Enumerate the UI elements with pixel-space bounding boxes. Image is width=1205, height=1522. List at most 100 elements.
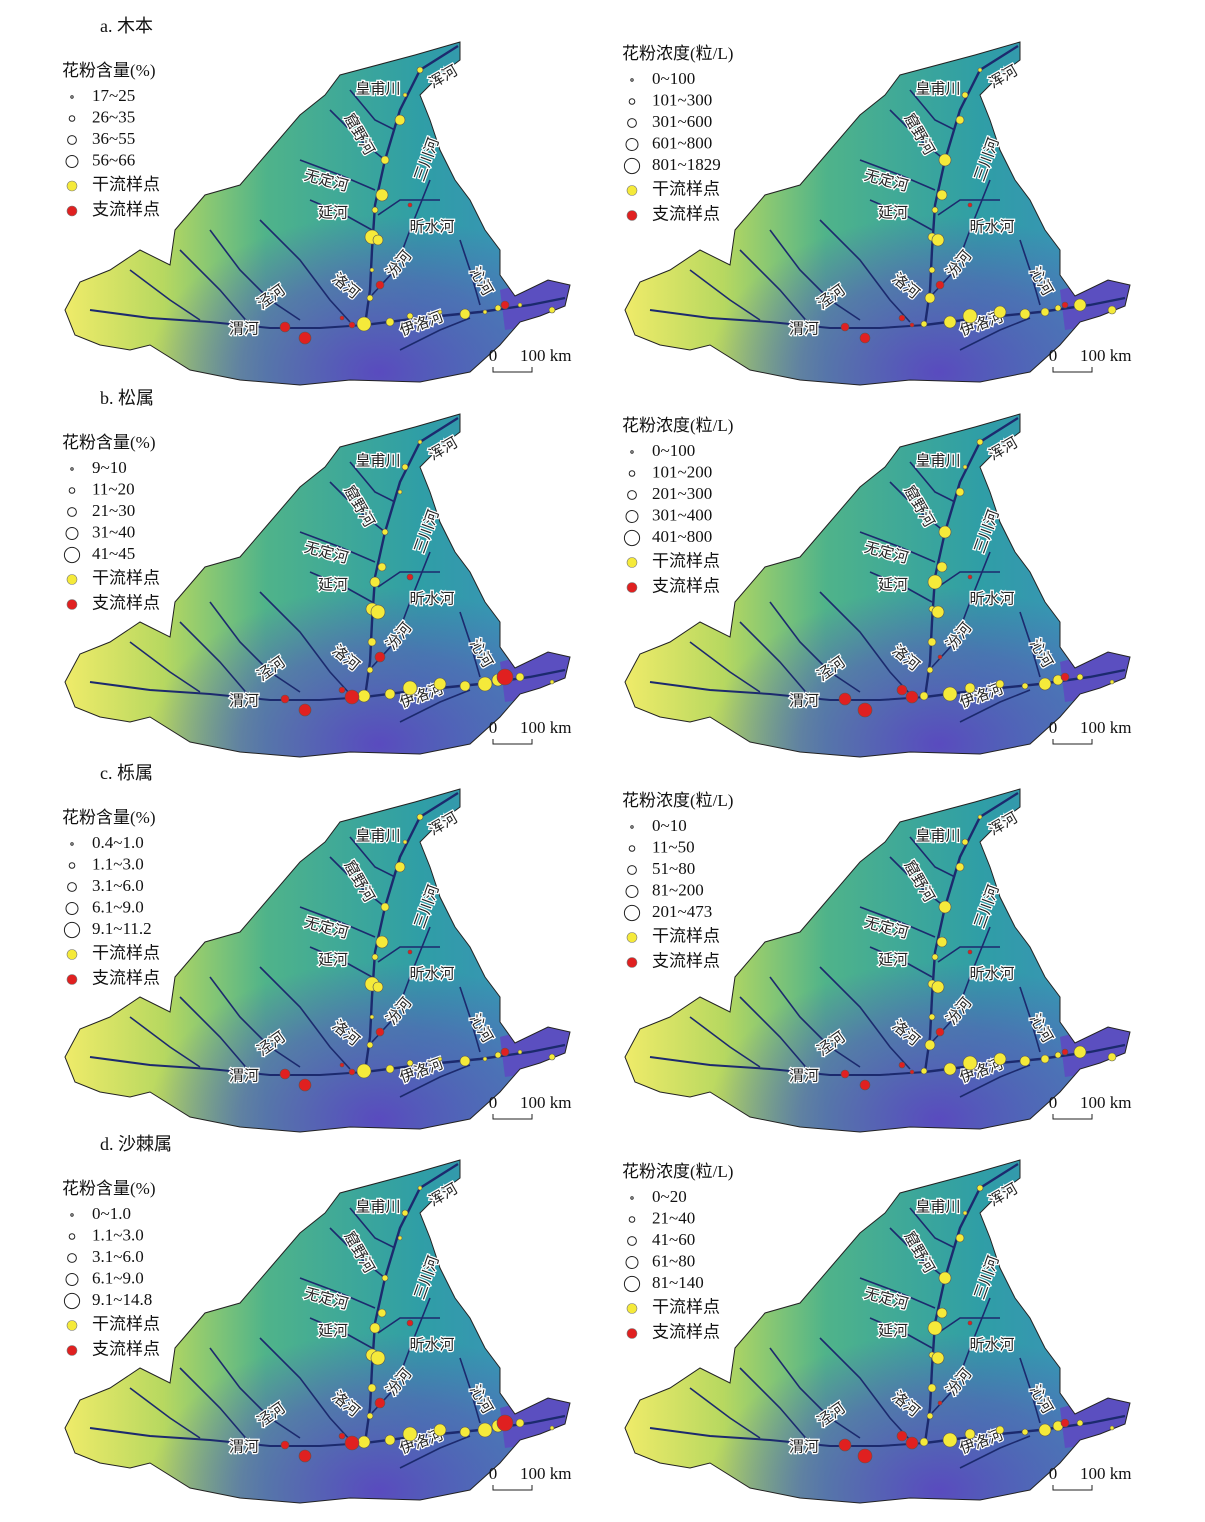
main-sample: [402, 92, 408, 98]
river-label: 昕水河: [409, 590, 454, 607]
main-sample: [437, 1056, 443, 1062]
tributary-sample: [348, 1068, 356, 1076]
legend-size-symbol: [623, 529, 641, 547]
legend-class-label: 401~800: [652, 527, 712, 546]
main-sample: [936, 561, 948, 573]
legend-tributary-symbol: [626, 1328, 638, 1339]
main-sample: [377, 1308, 387, 1318]
tributary-sample: [375, 1027, 385, 1037]
main-sample: [366, 294, 374, 302]
tributary-sample: [898, 314, 906, 322]
scale-zero: 0: [1049, 1464, 1058, 1483]
legend-class-label: 41~45: [92, 544, 135, 563]
main-sample: [938, 900, 952, 914]
legend-size-symbol: [63, 921, 81, 939]
legend-title: 花粉浓度(粒/L): [622, 791, 733, 810]
main-sample: [995, 1425, 1005, 1435]
main-sample: [936, 189, 948, 201]
tributary-sample: [909, 322, 915, 328]
main-sample: [962, 1210, 968, 1216]
main-sample: [1073, 1045, 1087, 1059]
legend-class-label: 6.1~9.0: [92, 897, 144, 916]
legend-tributary-label: 支流样点: [652, 576, 720, 595]
legend-size-symbol: [68, 862, 76, 869]
scale-bar: [492, 1114, 533, 1120]
river-label: 昕水河: [409, 1336, 454, 1353]
legend-size-symbol: [627, 490, 637, 500]
main-sample: [402, 680, 418, 696]
scale-label: 100 km: [1080, 1464, 1131, 1483]
scale-zero: 0: [1049, 1093, 1058, 1112]
main-sample: [1109, 1425, 1115, 1431]
main-sample: [369, 1014, 375, 1020]
legend-tributary-symbol: [626, 582, 638, 593]
main-sample: [938, 153, 952, 167]
tributary-sample: [298, 703, 312, 717]
legend-class-label: 0~100: [652, 69, 695, 88]
legend-size-symbol: [63, 1292, 81, 1310]
main-sample: [931, 233, 945, 247]
legend-class-label: 3.1~6.0: [92, 1247, 144, 1266]
river-label: 昕水河: [969, 1336, 1014, 1353]
section-title: a. 木本: [100, 16, 153, 36]
main-sample: [976, 438, 984, 446]
legend-main-symbol: [626, 185, 638, 196]
legend-tributary-label: 支流样点: [92, 593, 160, 612]
legend-size-symbol: [625, 138, 639, 151]
river-label: 渭河: [229, 692, 259, 709]
main-sample: [402, 839, 408, 845]
main-sample: [1076, 1419, 1084, 1427]
main-sample: [370, 1350, 386, 1366]
section-title: d. 沙棘属: [100, 1134, 172, 1154]
scale-zero: 0: [489, 346, 498, 365]
legend-size-symbol: [68, 1233, 76, 1240]
legend-size-symbol: [68, 487, 76, 494]
scale-label: 100 km: [520, 346, 571, 365]
main-sample: [1076, 673, 1084, 681]
legend-size-symbol: [70, 467, 74, 471]
tributary-sample: [280, 1440, 290, 1450]
main-sample: [976, 1184, 984, 1192]
scale-bar: [492, 739, 533, 745]
main-sample: [357, 1435, 371, 1449]
main-sample: [962, 464, 968, 470]
main-sample: [370, 604, 386, 620]
tributary-sample: [857, 702, 873, 718]
tributary-sample: [859, 1079, 871, 1091]
main-sample: [372, 234, 384, 246]
main-sample: [549, 1425, 555, 1431]
legend-title: 花粉浓度(粒/L): [622, 1162, 733, 1181]
tributary-sample: [374, 1397, 386, 1409]
main-sample: [931, 605, 945, 619]
scale-bar: [1052, 739, 1093, 745]
legend-size-symbol: [630, 825, 634, 829]
tributary-sample: [905, 1436, 919, 1450]
legend-class-label: 301~600: [652, 112, 712, 131]
main-sample: [416, 813, 424, 821]
legend-class-label: 81~140: [652, 1273, 704, 1292]
legend-class-label: 1.1~3.0: [92, 854, 144, 873]
river-label: 延河: [318, 1322, 348, 1339]
main-sample: [928, 1013, 936, 1021]
legend-size-symbol: [623, 904, 641, 922]
legend-size-symbol: [70, 1213, 74, 1217]
main-sample: [931, 980, 945, 994]
main-sample: [964, 1428, 976, 1440]
legend-tributary-symbol: [66, 1345, 78, 1356]
legend-size-symbol: [68, 115, 76, 122]
tributary-sample: [967, 202, 973, 208]
main-sample: [401, 1209, 409, 1217]
main-sample: [938, 1271, 952, 1285]
legend-class-label: 56~66: [92, 150, 135, 169]
main-sample: [477, 676, 493, 692]
main-sample: [477, 1422, 493, 1438]
main-sample: [962, 308, 978, 324]
legend-class-label: 21~30: [92, 501, 135, 520]
main-sample: [955, 1233, 965, 1243]
legend-size-symbol: [630, 450, 634, 454]
tributary-sample: [298, 1078, 312, 1092]
legend-main-symbol: [66, 180, 78, 192]
